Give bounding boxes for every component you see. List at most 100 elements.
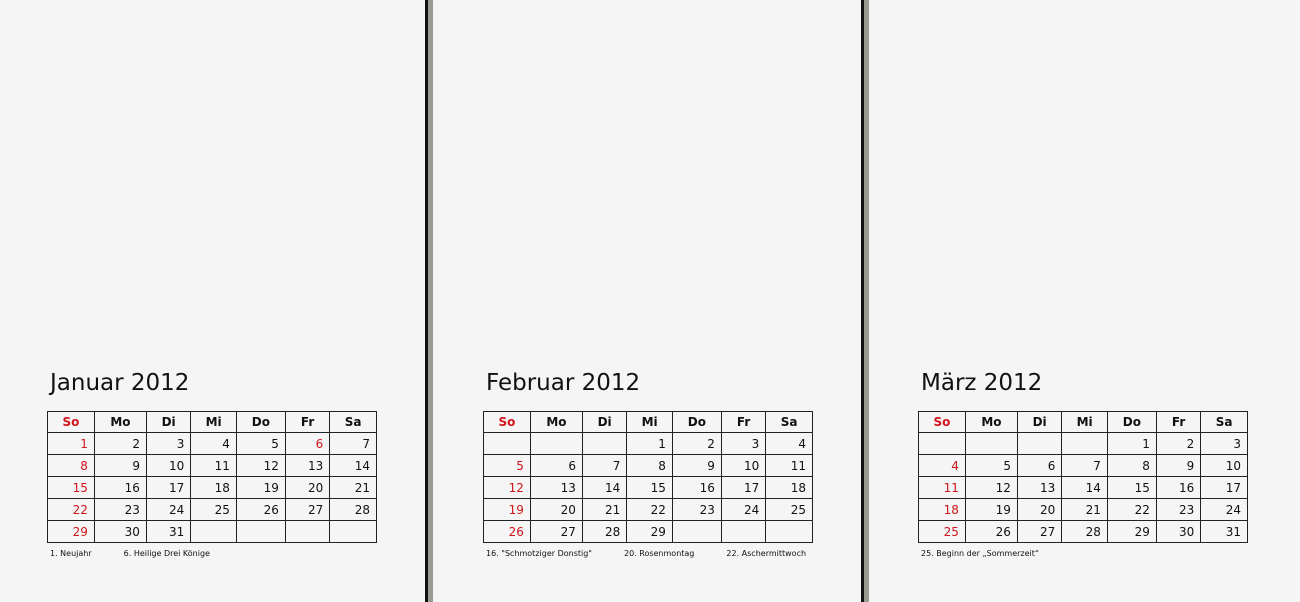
weekday-header: Sa — [1200, 411, 1248, 433]
day-cell: 19 — [235, 476, 286, 499]
day-cell: 31 — [145, 520, 192, 543]
day-cell: 23 — [671, 498, 722, 521]
weekday-header: Di — [145, 411, 192, 433]
day-cell: 7 — [1061, 454, 1108, 477]
week-row: 18 19 20 21 22 23 24 — [918, 498, 1248, 521]
page-divider — [861, 0, 869, 602]
weekday-header-row: So Mo Di Mi Do Fr Sa — [483, 411, 813, 433]
day-cell: 19 — [483, 498, 531, 521]
day-cell — [329, 520, 377, 543]
week-row: 5 6 7 8 9 10 11 — [483, 454, 813, 477]
day-cell: 18 — [918, 498, 966, 521]
weekday-header: Mo — [529, 411, 583, 433]
weekday-header: Fr — [720, 411, 767, 433]
day-cell — [1016, 432, 1063, 455]
holiday-note: 16. "Schmotziger Donstig" — [486, 549, 592, 558]
day-cell — [483, 432, 531, 455]
day-cell — [190, 520, 237, 543]
day-cell: 14 — [329, 454, 377, 477]
day-cell: 26 — [964, 520, 1018, 543]
day-cell: 15 — [1106, 476, 1157, 499]
week-row: 8 9 10 11 12 13 14 — [47, 454, 377, 477]
week-row: 29 30 31 — [47, 520, 377, 543]
day-cell: 30 — [1155, 520, 1202, 543]
weekday-header: Sa — [329, 411, 377, 433]
week-row: 12 13 14 15 16 17 18 — [483, 476, 813, 499]
holiday-note: 6. Heilige Drei Könige — [123, 549, 210, 558]
day-cell: 4 — [765, 432, 813, 455]
day-cell: 25 — [918, 520, 966, 543]
day-cell: 26 — [235, 498, 286, 521]
holiday-notes: 1. Neujahr 6. Heilige Drei Könige — [50, 549, 242, 558]
weekday-header: Mo — [93, 411, 147, 433]
day-cell — [918, 432, 966, 455]
day-cell: 29 — [626, 520, 673, 543]
weekday-header: So — [918, 411, 966, 433]
day-cell: 23 — [93, 498, 147, 521]
week-row: 4 5 6 7 8 9 10 — [918, 454, 1248, 477]
day-cell: 29 — [1106, 520, 1157, 543]
day-cell: 1 — [626, 432, 673, 455]
day-cell: 7 — [329, 432, 377, 455]
day-cell: 11 — [918, 476, 966, 499]
day-cell: 12 — [964, 476, 1018, 499]
day-cell: 15 — [47, 476, 95, 499]
weekday-header: Mi — [190, 411, 237, 433]
day-cell: 12 — [235, 454, 286, 477]
weekday-header: Di — [1016, 411, 1063, 433]
day-cell: 24 — [1200, 498, 1248, 521]
day-cell — [765, 520, 813, 543]
day-cell: 23 — [1155, 498, 1202, 521]
holiday-notes: 16. "Schmotziger Donstig" 20. Rosenmontag… — [486, 549, 838, 558]
weekday-header: Fr — [1155, 411, 1202, 433]
day-cell: 12 — [483, 476, 531, 499]
week-row: 11 12 13 14 15 16 17 — [918, 476, 1248, 499]
day-cell: 16 — [93, 476, 147, 499]
day-cell: 16 — [1155, 476, 1202, 499]
day-cell: 17 — [720, 476, 767, 499]
day-cell: 14 — [581, 476, 628, 499]
day-cell: 3 — [1200, 432, 1248, 455]
day-cell: 11 — [190, 454, 237, 477]
day-cell: 13 — [284, 454, 331, 477]
day-cell: 2 — [93, 432, 147, 455]
day-cell — [581, 432, 628, 455]
holiday-notes: 25. Beginn der „Sommerzeit“ — [921, 549, 1071, 558]
holiday-note: 1. Neujahr — [50, 549, 92, 558]
day-cell: 22 — [1106, 498, 1157, 521]
day-cell: 18 — [190, 476, 237, 499]
week-row: 19 20 21 22 23 24 25 — [483, 498, 813, 521]
month-title: Februar 2012 — [486, 370, 641, 396]
day-cell: 17 — [1200, 476, 1248, 499]
weekday-header: Mi — [626, 411, 673, 433]
day-cell: 14 — [1061, 476, 1108, 499]
week-row: 22 23 24 25 26 27 28 — [47, 498, 377, 521]
day-cell: 13 — [529, 476, 583, 499]
weekday-header: Mo — [964, 411, 1018, 433]
day-cell: 24 — [720, 498, 767, 521]
day-cell: 29 — [47, 520, 95, 543]
week-row: 25 26 27 28 29 30 31 — [918, 520, 1248, 543]
weekday-header: Do — [671, 411, 722, 433]
day-cell: 30 — [93, 520, 147, 543]
day-cell: 13 — [1016, 476, 1063, 499]
day-cell: 10 — [145, 454, 192, 477]
day-cell: 22 — [626, 498, 673, 521]
day-cell: 7 — [581, 454, 628, 477]
weekday-header: Do — [235, 411, 286, 433]
day-cell: 9 — [1155, 454, 1202, 477]
day-cell: 27 — [284, 498, 331, 521]
day-cell — [1061, 432, 1108, 455]
day-cell: 8 — [626, 454, 673, 477]
day-cell — [529, 432, 583, 455]
day-cell: 5 — [235, 432, 286, 455]
holiday-note: 20. Rosenmontag — [623, 549, 695, 558]
weekday-header: Di — [581, 411, 628, 433]
day-cell: 8 — [1106, 454, 1157, 477]
day-cell: 5 — [483, 454, 531, 477]
weekday-header-row: So Mo Di Mi Do Fr Sa — [918, 411, 1248, 433]
day-cell: 2 — [1155, 432, 1202, 455]
day-cell: 6 — [1016, 454, 1063, 477]
